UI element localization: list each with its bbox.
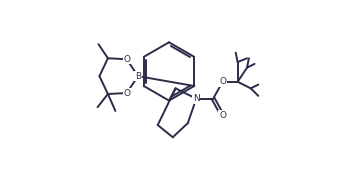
Text: N: N [193,94,200,103]
Text: O: O [219,77,226,86]
Text: B: B [135,72,141,81]
Text: O: O [123,89,130,98]
Text: O: O [123,55,130,64]
Text: O: O [219,111,226,120]
